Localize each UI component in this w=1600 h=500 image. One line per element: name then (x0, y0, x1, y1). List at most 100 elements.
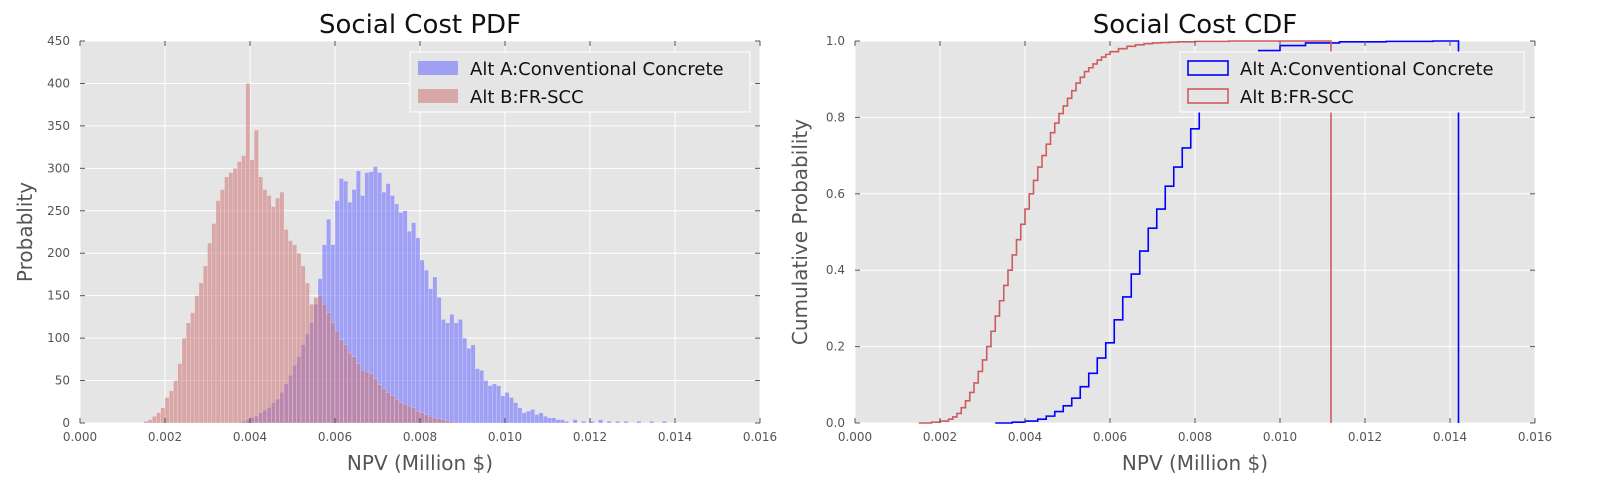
histogram-bar (330, 322, 336, 424)
x-tick-label: 0.004 (1008, 430, 1042, 444)
histogram-bar (237, 161, 242, 424)
histogram-bar (305, 282, 310, 424)
histogram-bar (326, 312, 331, 424)
y-tick-label: 0.2 (826, 340, 845, 354)
histogram-bar (436, 418, 442, 424)
histogram-bar (339, 339, 344, 424)
histogram-bar (220, 189, 225, 424)
y-axis-label: Cumulative Probability (788, 119, 812, 345)
histogram-bar (428, 288, 433, 424)
legend-box (1179, 51, 1525, 113)
histogram-bar (390, 195, 395, 424)
histogram-bar (292, 244, 297, 424)
y-tick-label: 1.0 (826, 34, 845, 48)
cdf-chart: 0.000 0.002 0.004 0.006 0.008 0.010 0.012 0.014… (788, 10, 1552, 475)
histogram-bar (317, 295, 323, 424)
histogram-bar (147, 419, 153, 424)
histogram-bar (271, 206, 276, 424)
histogram-bar (432, 276, 438, 424)
histogram-bar (394, 203, 399, 424)
legend-label-0: Alt A:Conventional Concrete (1240, 59, 1494, 80)
histogram-bar (262, 189, 268, 424)
histogram-bar (428, 416, 433, 424)
histogram-bar (360, 370, 365, 424)
histogram-bar (500, 395, 506, 424)
histogram-bar (526, 410, 531, 424)
x-axis-label: NPV (Million $) (347, 451, 493, 475)
x-tick-label: 0.008 (403, 430, 437, 444)
y-tick-label: 100 (47, 331, 70, 345)
histogram-bar (186, 322, 191, 424)
histogram-bar (351, 356, 357, 424)
x-tick-label: 0.004 (233, 430, 267, 444)
histogram-bar (649, 421, 654, 424)
histogram-bar (411, 407, 416, 424)
histogram-bar (283, 229, 289, 424)
histogram-bar (432, 417, 438, 424)
histogram-bar (245, 83, 251, 424)
histogram-bar (543, 416, 548, 424)
y-tick-label: 200 (47, 246, 70, 260)
histogram-bar (211, 223, 217, 424)
histogram-bar (364, 371, 370, 424)
x-tick-label: 0.006 (318, 430, 352, 444)
y-tick-label: 50 (55, 374, 70, 388)
histogram-bar (143, 421, 149, 424)
legend-swatch-0 (1187, 60, 1229, 76)
histogram-bar (254, 129, 259, 424)
histogram-bar (181, 337, 187, 424)
histogram-bar (441, 419, 446, 424)
histogram-bar (636, 421, 642, 424)
histogram-bar (449, 314, 455, 424)
histogram-bar (551, 417, 557, 424)
x-tick-label: 0.000 (63, 430, 97, 444)
histogram-bar (521, 412, 527, 424)
histogram-bar (662, 421, 667, 424)
histogram-bar (266, 195, 272, 424)
histogram-bar (445, 420, 450, 424)
histogram-bar (381, 388, 387, 424)
histogram-bar (560, 419, 565, 424)
histogram-bar (492, 383, 497, 424)
histogram-bar (564, 421, 569, 424)
histogram-bar (224, 176, 229, 424)
histogram-bar (377, 384, 382, 424)
y-tick-label: 350 (47, 119, 70, 133)
histogram-bar (402, 210, 408, 424)
histogram-bar (198, 282, 204, 424)
x-tick-label: 0.002 (923, 430, 957, 444)
histogram-bar (373, 378, 378, 424)
x-tick-label: 0.016 (1518, 430, 1552, 444)
y-tick-label: 150 (47, 289, 70, 303)
histogram-bar (436, 297, 442, 424)
histogram-bar (517, 407, 523, 424)
histogram-bar (398, 212, 404, 424)
histogram-bar (513, 402, 518, 424)
histogram-bar (453, 322, 459, 424)
y-tick-label: 0.0 (826, 416, 845, 430)
y-tick-label: 450 (47, 34, 70, 48)
histogram-bar (309, 304, 314, 424)
y-tick-label: 400 (47, 76, 70, 90)
cdf-line-0 (995, 40, 1460, 424)
histogram-bar (398, 402, 404, 424)
histogram-bar (572, 419, 578, 424)
histogram-bar (419, 412, 425, 424)
x-tick-label: 0.000 (838, 430, 872, 444)
histogram-bar (466, 348, 472, 424)
histogram-bar (228, 172, 234, 424)
histogram-bar (419, 259, 425, 424)
y-tick-label: 300 (47, 161, 70, 175)
histogram-bar (343, 344, 348, 424)
histogram-bar (169, 390, 174, 424)
histogram-bar (615, 421, 620, 424)
histogram-bar (296, 253, 302, 424)
histogram-bar (623, 421, 629, 424)
legend-label-1: Alt B:FR-SCC (1240, 87, 1354, 108)
histogram-bar (606, 421, 612, 424)
histogram-bar (215, 200, 221, 424)
pdf-chart: 0.000 0.002 0.004 0.006 0.008 0.010 0.012 0.014… (13, 10, 777, 475)
legend-swatch-0 (418, 61, 458, 75)
legend-box (409, 51, 751, 113)
histogram-bar (415, 237, 421, 424)
